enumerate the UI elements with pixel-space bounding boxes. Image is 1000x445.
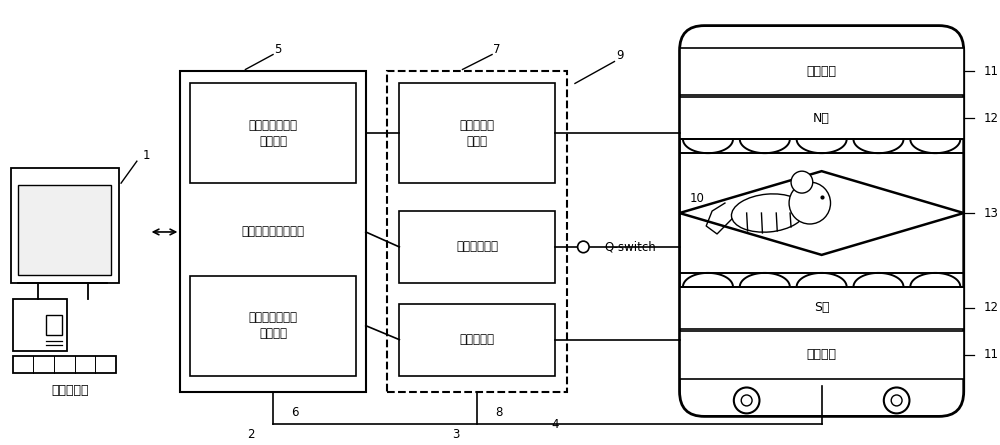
Circle shape — [791, 171, 813, 193]
Circle shape — [734, 388, 759, 413]
Text: 射频放大器: 射频放大器 — [460, 333, 495, 346]
Text: 7: 7 — [493, 43, 501, 56]
Text: 4: 4 — [551, 418, 559, 431]
Text: N极: N极 — [813, 112, 830, 125]
Text: 3: 3 — [452, 428, 459, 441]
Text: 9: 9 — [617, 49, 624, 62]
Text: 12: 12 — [983, 301, 998, 314]
Text: 11: 11 — [983, 65, 998, 78]
Ellipse shape — [731, 194, 805, 232]
Text: 8: 8 — [495, 406, 503, 419]
FancyBboxPatch shape — [680, 26, 964, 417]
Bar — [18, 185, 111, 275]
Bar — [190, 276, 356, 376]
Circle shape — [891, 395, 902, 406]
Text: 频率合成及激励
信号发射: 频率合成及激励 信号发射 — [249, 118, 298, 148]
Text: 数字检波及数字
信号处理: 数字检波及数字 信号处理 — [249, 311, 298, 340]
Bar — [13, 299, 67, 351]
Text: 2: 2 — [247, 428, 255, 441]
Bar — [13, 356, 116, 372]
Text: 计算机控制: 计算机控制 — [51, 384, 89, 397]
Text: Q-switch: Q-switch — [605, 240, 656, 253]
Text: 10: 10 — [690, 192, 705, 205]
Text: 5: 5 — [274, 43, 282, 56]
Text: 低噪声前置
放大器: 低噪声前置 放大器 — [460, 118, 495, 148]
Text: 单板核磁共振控制器: 单板核磁共振控制器 — [242, 226, 305, 239]
Bar — [180, 72, 366, 392]
Text: 1: 1 — [143, 149, 150, 162]
Bar — [399, 83, 555, 183]
Text: 温控装置: 温控装置 — [807, 65, 837, 78]
Text: 6: 6 — [292, 406, 299, 419]
Text: 12: 12 — [983, 112, 998, 125]
Circle shape — [884, 388, 909, 413]
Bar — [399, 211, 555, 283]
Bar — [190, 83, 356, 183]
Text: 温控装置: 温控装置 — [807, 348, 837, 361]
Bar — [387, 72, 567, 392]
Text: 11: 11 — [983, 348, 998, 361]
Text: 射频开关控制: 射频开关控制 — [456, 240, 498, 253]
Bar — [11, 168, 119, 283]
Bar — [680, 331, 964, 379]
Circle shape — [578, 241, 589, 253]
Circle shape — [741, 395, 752, 406]
Circle shape — [789, 182, 831, 224]
Text: S极: S极 — [814, 301, 829, 314]
Bar — [680, 48, 964, 95]
Bar — [46, 315, 62, 335]
Bar — [399, 304, 555, 376]
Text: 13: 13 — [983, 206, 998, 219]
Bar — [680, 97, 964, 139]
Polygon shape — [680, 171, 964, 255]
Bar — [680, 287, 964, 329]
